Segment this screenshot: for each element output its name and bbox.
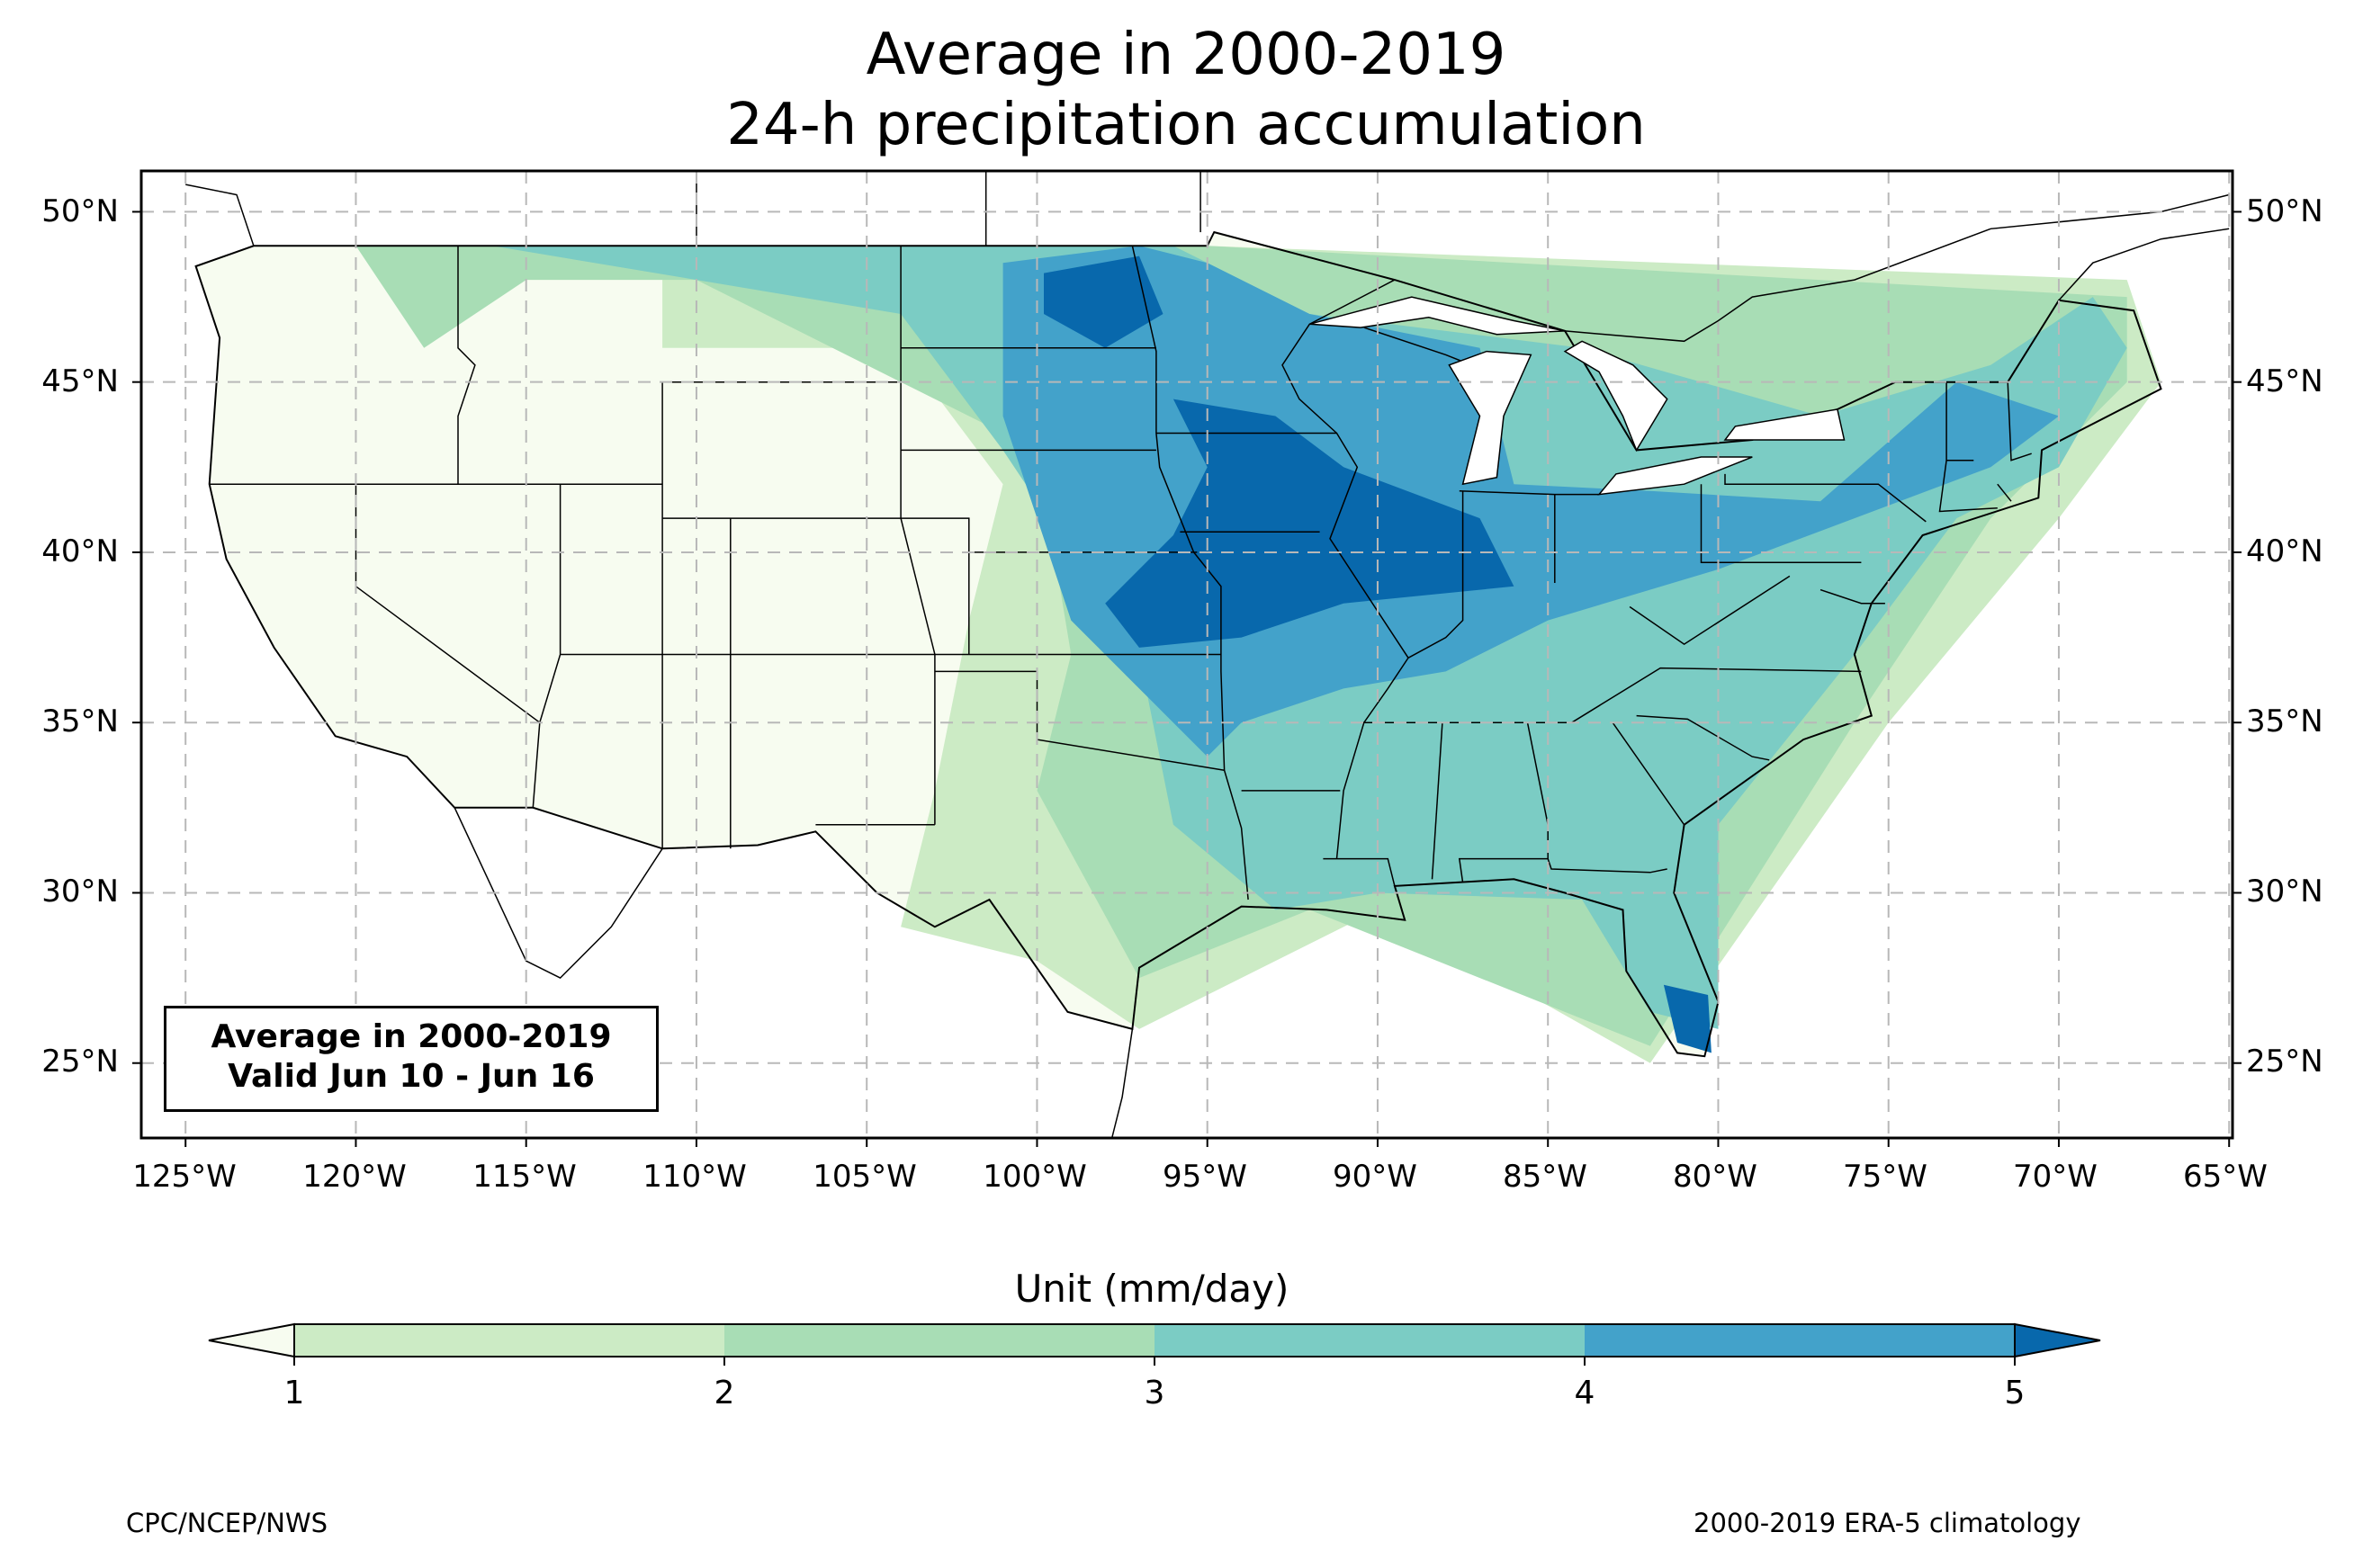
colorbar-bin-4 (1585, 1324, 2015, 1357)
coastline (194, 230, 2162, 1058)
state-border (1997, 483, 2012, 502)
context-border (1110, 1028, 1134, 1138)
great-lake (1723, 408, 1846, 441)
state-border (1636, 714, 1770, 761)
colorbar-extend-low (208, 1322, 295, 1358)
lon-label: 105°W (813, 1159, 917, 1195)
legend-line-1: Average in 2000-2019 (211, 1018, 612, 1055)
lon-label: 120°W (302, 1159, 407, 1195)
lon-label: 90°W (1333, 1159, 1417, 1195)
lon-label: 70°W (2013, 1159, 2098, 1195)
lat-label-right: 35°N (2246, 703, 2323, 739)
context-border (2058, 228, 2230, 301)
colorbar-label: Unit (mm/day) (1014, 1267, 1289, 1311)
credit-left: CPC/NCEP/NWS (126, 1508, 328, 1538)
lon-label: 95°W (1163, 1159, 1247, 1195)
great-lake (1597, 456, 1753, 496)
credit-right: 2000-2019 ERA-5 climatology (1694, 1508, 2081, 1538)
chart-title: Average in 2000-2019 (866, 22, 1506, 88)
state-border (1938, 381, 1998, 513)
state-border (1629, 575, 1791, 646)
state-border (1323, 857, 1396, 887)
lat-label-left: 35°N (41, 703, 119, 739)
lon-label: 125°W (132, 1159, 237, 1195)
state-border (934, 670, 1225, 771)
lon-label: 85°W (1503, 1159, 1587, 1195)
state-border (1700, 484, 1862, 564)
great-lake (1309, 296, 1566, 336)
lat-label-right: 40°N (2246, 533, 2323, 569)
context-border (1565, 193, 2230, 343)
colorbar (208, 1322, 2101, 1366)
lat-label-left: 50°N (41, 193, 119, 229)
chart-subtitle: 24-h precipitation accumulation (726, 92, 1646, 158)
state-border (457, 246, 476, 485)
lon-label: 80°W (1673, 1159, 1757, 1195)
lon-label: 75°W (1843, 1159, 1927, 1195)
state-border (1407, 490, 1464, 659)
precip-region-level-5 (1663, 984, 1712, 1053)
lat-label-left: 30°N (41, 874, 119, 909)
lon-label: 115°W (472, 1159, 577, 1195)
state-border (1547, 858, 1667, 874)
state-border (2007, 381, 2032, 461)
colorbar-tick-label: 1 (283, 1375, 305, 1411)
colorbar-bin-3 (1155, 1324, 1585, 1357)
colorbar-bin-2 (724, 1324, 1155, 1357)
lat-label-right: 45°N (2246, 363, 2323, 399)
colorbar-tick-label: 2 (714, 1375, 735, 1411)
precip-region-level-4 (1002, 246, 2059, 757)
legend-line-2: Valid Jun 10 - Jun 16 (228, 1058, 595, 1095)
legend-box: Average in 2000-2019 Valid Jun 10 - Jun … (164, 1006, 659, 1112)
state-border (1281, 279, 1396, 435)
lat-label-right: 25°N (2246, 1044, 2323, 1080)
colorbar-tick-label: 5 (2004, 1375, 2026, 1411)
lon-label: 100°W (983, 1159, 1087, 1195)
colorbar-tick-label: 4 (1574, 1375, 1595, 1411)
lon-label: 110°W (642, 1159, 747, 1195)
lat-label-right: 30°N (2246, 874, 2323, 909)
gridlines (141, 171, 2233, 1138)
lat-label-left: 25°N (41, 1044, 119, 1080)
state-border (1459, 490, 1599, 496)
colorbar-bin-1 (294, 1324, 724, 1357)
state-border (532, 484, 562, 808)
colorbar-tick-label: 3 (1144, 1375, 1165, 1411)
context-border (454, 807, 663, 980)
state-border (1431, 722, 1443, 880)
state-border (1819, 588, 1885, 605)
precip-region-level-5 (1044, 255, 1164, 348)
lon-label: 65°W (2183, 1159, 2268, 1195)
great-lake (1563, 340, 1668, 452)
colorbar-extend-high (2014, 1322, 2101, 1358)
lat-label-left: 40°N (41, 533, 119, 569)
state-border (1724, 473, 1927, 523)
lat-label-right: 50°N (2246, 193, 2323, 229)
map-frame (139, 169, 2234, 1140)
great-lake (1448, 350, 1532, 486)
context-border (185, 184, 255, 246)
state-border (1612, 721, 1685, 826)
axis-ticks (132, 211, 2242, 1147)
state-border (662, 517, 970, 655)
lat-label-left: 45°N (41, 363, 119, 399)
